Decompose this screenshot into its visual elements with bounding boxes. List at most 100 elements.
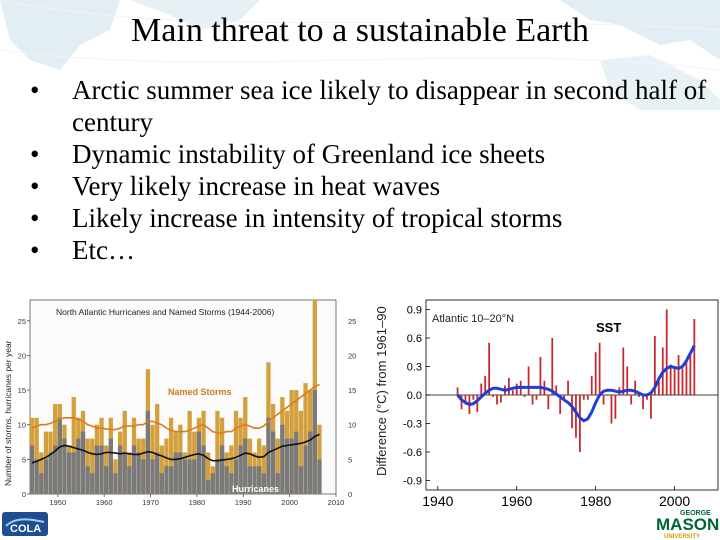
gmu-logo-bottom: UNIVERSITY xyxy=(664,534,700,540)
bullet-item: • Very likely increase in heat waves xyxy=(30,170,710,202)
sst-anomaly-bar xyxy=(610,395,613,424)
sst-anomaly-bar xyxy=(547,395,550,410)
hurricanes-bar xyxy=(127,466,132,494)
hurricanes-bar xyxy=(266,417,271,494)
sst-anomaly-bar xyxy=(602,395,605,405)
bullet-glyph: • xyxy=(30,171,40,201)
named-storms-bar xyxy=(233,410,239,494)
hurricanes-bar xyxy=(247,466,253,494)
hurricanes-bar xyxy=(94,445,100,494)
named-storms-bar xyxy=(303,383,308,494)
y-tick-label: 25 xyxy=(18,317,26,326)
hurricanes-bar xyxy=(136,452,141,494)
x-tick-label: 2000 xyxy=(659,493,690,509)
x-tick-label: 1980 xyxy=(580,493,611,509)
hurricanes-bar xyxy=(48,452,53,494)
hurricanes-bar xyxy=(261,473,266,494)
hurricanes-bar xyxy=(150,459,155,494)
gmu-logo-top: GEORGE xyxy=(680,510,711,517)
hurricanes-bar xyxy=(308,431,313,494)
named-storms-bar xyxy=(206,452,211,494)
sst-anomaly-bar xyxy=(606,395,609,396)
x-tick-label: 1990 xyxy=(235,498,252,507)
sst-anomaly-bar xyxy=(634,380,637,395)
hurricanes-bar xyxy=(206,480,211,494)
hurricanes-bar xyxy=(196,431,202,494)
x-tick-label: 1940 xyxy=(422,493,453,509)
sst-chart-title: Atlantic 10–20°N xyxy=(432,313,514,325)
hurricanes-bar xyxy=(187,459,192,494)
y-tick-label: 0.6 xyxy=(407,333,422,345)
hurricanes-bar xyxy=(252,466,257,494)
hurricanes-bar xyxy=(66,452,72,494)
named-storms-bar xyxy=(261,445,266,494)
y-tick-label: 20 xyxy=(18,351,26,360)
hurricanes-bar xyxy=(243,438,248,494)
sst-anomaly-bar xyxy=(555,385,558,395)
sst-label: SST xyxy=(596,320,621,335)
sst-anomaly-bar xyxy=(511,390,514,395)
storms-chart-ylabel: Number of storms, hurricanes per year xyxy=(3,340,13,486)
george-mason-logo: GEORGE MASON UNIVERSITY xyxy=(656,510,719,540)
sst-anomaly-bar xyxy=(507,377,510,395)
bullet-list: • Arctic summer sea ice likely to disappe… xyxy=(30,74,710,266)
sst-anomaly-bar xyxy=(642,395,644,410)
named-storms-bar xyxy=(247,438,253,494)
sst-anomaly-bar xyxy=(484,376,487,395)
sst-anomaly-bar xyxy=(500,395,502,403)
x-tick-label: 1960 xyxy=(501,493,532,509)
sst-anomaly-bar xyxy=(460,395,463,410)
bullet-item: • Dynamic instability of Greenland ice sh… xyxy=(30,138,710,170)
hurricanes-bar xyxy=(141,459,146,494)
sst-anomaly-bar xyxy=(527,366,530,395)
hurricanes-bar xyxy=(117,445,123,494)
sst-anomaly-bar xyxy=(523,395,526,397)
hurricanes-bar xyxy=(29,445,35,494)
sst-anomaly-bar xyxy=(480,383,483,395)
y-tick-label-right: 0 xyxy=(348,490,352,499)
y-tick-label: 10 xyxy=(18,421,26,430)
sst-anomaly-bar xyxy=(567,380,569,395)
named-storms-bar xyxy=(90,438,95,494)
hurricanes-bar xyxy=(57,417,62,494)
y-tick-label: 0 xyxy=(22,490,26,499)
hurricanes-bar xyxy=(113,473,118,494)
hurricanes-bar xyxy=(90,473,95,494)
named-storms-bar xyxy=(229,445,234,494)
sst-anomaly-bar xyxy=(551,338,554,395)
named-storms-bar xyxy=(298,410,304,494)
sst-anomaly-bar xyxy=(681,368,684,395)
hurricanes-bar xyxy=(104,466,109,494)
hurricanes-bar xyxy=(43,459,49,494)
sst-anomaly-bar xyxy=(571,395,573,429)
sst-anomaly-bar xyxy=(614,395,617,419)
x-tick-label: 1970 xyxy=(142,498,159,507)
bullet-text: Dynamic instability of Greenland ice she… xyxy=(72,139,546,169)
sst-anomaly-bar xyxy=(594,352,597,395)
sst-anomaly-bar xyxy=(685,361,688,395)
hurricanes-bar xyxy=(192,459,197,494)
hurricanes-bar xyxy=(210,473,215,494)
x-tick-label: 1950 xyxy=(49,498,66,507)
y-tick-label: -0.9 xyxy=(403,476,422,488)
hurricanes-bar xyxy=(99,445,104,494)
sst-anomaly-bar xyxy=(472,395,475,400)
y-tick-label-right: 15 xyxy=(348,386,356,395)
hurricanes-bar xyxy=(303,445,308,494)
y-tick-label-right: 25 xyxy=(348,317,356,326)
bullet-item: • Etc… xyxy=(30,234,710,266)
sst-anomaly-bar xyxy=(677,355,680,395)
hurricanes-bar xyxy=(284,438,290,494)
hurricanes-bar xyxy=(71,452,76,494)
hurricanes-bar xyxy=(62,438,67,494)
hurricanes-bar xyxy=(159,473,164,494)
hurricanes-bar xyxy=(298,466,304,494)
sst-anomaly-bar xyxy=(559,395,562,414)
sst-anomaly-bar xyxy=(638,395,640,397)
y-tick-label: -0.6 xyxy=(403,447,422,459)
hurricanes-bar xyxy=(122,452,127,494)
hurricanes-bar xyxy=(173,452,178,494)
hurricanes-bar xyxy=(85,466,90,494)
hurricanes-bar xyxy=(201,445,206,494)
sst-anomaly-bar xyxy=(476,395,479,413)
